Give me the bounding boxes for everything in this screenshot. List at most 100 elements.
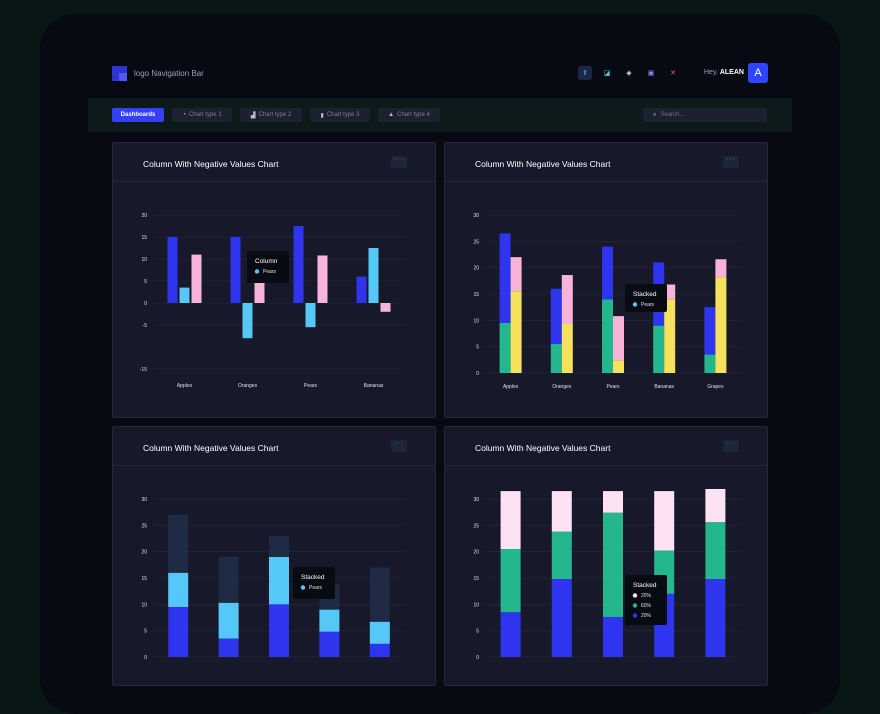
tab-chart-type-4[interactable]: ▲ Chart type 4	[378, 108, 440, 122]
tab-dashboards[interactable]: Dashboards	[112, 108, 164, 122]
tooltip-item: 60%	[641, 603, 652, 609]
bar-segment	[704, 354, 716, 373]
bar-segment	[705, 522, 726, 580]
bar-segment	[168, 514, 189, 573]
card-title: Column With Negative Values Chart	[143, 159, 279, 169]
tooltip-dot	[632, 302, 638, 307]
chart-stacked-1: 30 25 20 15 10 5 0 Apples Oranges Pears Bananas Gra…	[473, 213, 741, 390]
bar-segment	[705, 488, 726, 523]
y-tick-label: 20	[473, 266, 479, 272]
device-frame: logo Navigation Bar ⬆ ◪ ◈ ▣ ✕ Hey, ALEAN…	[40, 14, 840, 714]
card-menu-button[interactable]: ···	[391, 156, 407, 168]
bar-segment	[551, 579, 572, 657]
toolbar: Dashboards ◔ Chart type 1 ▟ Chart type 2 ▮…	[88, 98, 792, 132]
tab-chart-type-3[interactable]: ▮ Chart type 3	[310, 108, 370, 122]
y-tick-label: 20	[473, 550, 479, 556]
bar-segment	[500, 491, 521, 550]
tooltip-box	[625, 575, 667, 625]
triangle-chart-icon: ▲	[388, 112, 395, 118]
bar-chart-icon: ▮	[320, 112, 324, 119]
bar-segment	[603, 512, 623, 617]
x-tick-label: Oranges	[552, 384, 572, 390]
x-tick-label: Pears	[304, 383, 318, 389]
bar-segment	[551, 531, 572, 580]
card-title: Column With Negative Values Chart	[475, 159, 611, 169]
bar	[254, 281, 265, 303]
y-tick-label: 15	[141, 576, 147, 582]
bar	[242, 303, 253, 339]
chart-stacked-3: 30 25 20 15 10 5 0 Stacked 20% 60% 20%	[473, 488, 741, 661]
y-tick-label: 25	[473, 239, 479, 245]
y-tick-label: 10	[141, 602, 147, 608]
bar-segment	[705, 579, 726, 657]
bar-segment	[551, 491, 572, 532]
tab-chart-type-1[interactable]: ◔ Chart type 1	[172, 108, 232, 122]
bar	[293, 226, 304, 303]
bar-segment	[550, 344, 562, 373]
bar-segment	[319, 631, 340, 657]
bar-segment	[269, 604, 289, 657]
bar-segment	[704, 307, 716, 355]
tooltip-box	[293, 567, 335, 599]
bar-segment	[603, 491, 623, 513]
card-divider	[113, 181, 435, 182]
y-tick-label: -15	[140, 367, 147, 373]
card-divider	[445, 181, 767, 182]
y-tick-label: 10	[141, 257, 147, 263]
y-tick-label: 30	[141, 497, 147, 503]
bar-segment	[500, 612, 521, 657]
area-chart-icon: ▟	[250, 112, 256, 119]
chart-card-3: Column With Negative Values Chart ··· 30…	[112, 426, 436, 686]
bar-segment	[369, 567, 390, 622]
x-tick-label: Grapes	[707, 384, 724, 390]
card-title: Column With Negative Values Chart	[475, 443, 611, 453]
card-menu-button[interactable]: ···	[723, 440, 739, 452]
card-title: Column With Negative Values Chart	[143, 443, 279, 453]
bar-segment	[510, 257, 522, 292]
x-tick-label: Apples	[177, 383, 193, 389]
tooltip-item: Pears	[641, 302, 655, 308]
y-tick-label: 5	[476, 629, 479, 635]
greeting: Hey, ALEAN	[704, 69, 744, 76]
user-name: ALEAN	[719, 69, 744, 76]
bar-segment	[218, 638, 239, 657]
y-tick-label: 5	[144, 279, 147, 285]
bar-segment	[715, 277, 727, 373]
tooltip-dot	[632, 593, 638, 598]
app-icon-3[interactable]: ◈	[626, 70, 632, 77]
card-divider	[445, 465, 767, 466]
y-tick-label: 20	[141, 213, 147, 219]
search-icon: ⌕	[653, 111, 657, 118]
app-icon-5[interactable]: ✕	[670, 70, 676, 77]
app-icon-2[interactable]: ◪	[603, 70, 611, 77]
bar-segment	[369, 621, 390, 644]
y-tick-label: -5	[143, 323, 148, 329]
tooltip-item: 20%	[641, 593, 652, 599]
logo-icon[interactable]	[112, 66, 127, 81]
bar-segment	[654, 491, 675, 551]
tooltip-title: Stacked	[633, 291, 657, 298]
bar-segment	[168, 572, 189, 607]
bar-segment	[561, 275, 573, 325]
card-menu-button[interactable]: ···	[391, 440, 407, 452]
y-tick-label: 10	[473, 318, 479, 324]
x-tick-label: Bananas	[364, 383, 384, 389]
app-icon-1[interactable]: ⬆	[578, 66, 592, 80]
bar	[368, 248, 379, 303]
bar-segment	[715, 259, 727, 278]
bar-segment	[269, 535, 289, 557]
card-menu-button[interactable]: ···	[723, 156, 739, 168]
avatar[interactable]: A	[748, 63, 768, 83]
app-icon-4[interactable]: ▣	[647, 70, 655, 77]
tab-chart-type-2[interactable]: ▟ Chart type 2	[240, 108, 302, 122]
pie-chart-icon: ◔	[182, 112, 186, 118]
chart-card-2: Column With Negative Values Chart ··· 30…	[444, 142, 768, 418]
y-tick-label: 20	[141, 550, 147, 556]
search-input[interactable]: ⌕ Search...	[643, 108, 767, 122]
bar	[167, 237, 178, 303]
bar	[179, 287, 190, 303]
bar-segment	[603, 616, 623, 657]
navigation-bar: logo Navigation Bar ⬆ ◪ ◈ ▣ ✕ Hey, ALEAN…	[40, 14, 840, 98]
bar-segment	[602, 246, 613, 300]
bar-segment	[664, 284, 676, 300]
